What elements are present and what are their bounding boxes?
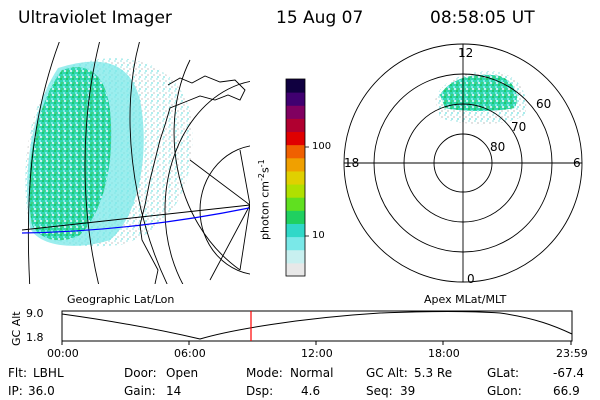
dsp-value: 4.6	[301, 384, 321, 398]
colorbar-cell	[286, 105, 305, 119]
colorbar-unit: photon cm-2s-1	[257, 159, 272, 240]
mlat-70-label: 70	[511, 120, 527, 134]
geographic-label: Geographic Lat/Lon	[67, 293, 175, 306]
geographic-grid	[22, 42, 250, 284]
geographic-map	[22, 42, 250, 284]
colorbar-cell	[286, 92, 305, 106]
glon-value: 66.9	[553, 384, 580, 398]
colorbar-cell	[286, 144, 305, 159]
altitude-plot	[61, 310, 573, 345]
polar-aurora-emission	[440, 74, 517, 111]
gcalt-label: GC Alt:	[366, 366, 408, 380]
door-value: Open	[166, 366, 199, 380]
colorbar-cell	[286, 210, 305, 224]
colorbar-cell	[286, 79, 305, 93]
mlt-6-label: 6	[573, 156, 581, 170]
colorbar-tick-10: 10	[312, 230, 325, 241]
altitude-ytick-high: 9.0	[26, 307, 44, 320]
gcalt-value: 5.3 Re	[414, 366, 453, 380]
flt-value: LBHL	[33, 366, 64, 380]
xtick-2359: 23:59	[556, 347, 588, 360]
mlt-12-label: 12	[458, 46, 474, 60]
colorbar-cell	[286, 249, 305, 264]
ip-label: IP:	[8, 384, 23, 398]
colorbar-cell	[286, 197, 305, 211]
colorbar-cell	[286, 223, 305, 238]
altitude-curve	[61, 311, 573, 340]
colorbar-tick-100: 100	[312, 141, 332, 152]
colorbar-cell	[286, 157, 305, 172]
colorbar-cell	[286, 262, 305, 277]
gain-label: Gain:	[124, 384, 156, 398]
mode-value: Normal	[290, 366, 334, 380]
colorbar	[285, 78, 309, 277]
door-label: Door:	[124, 366, 157, 380]
flt-label: Flt:	[8, 366, 27, 380]
xtick-0600: 06:00	[174, 347, 206, 360]
colorbar-cell	[286, 170, 305, 185]
mlat-60-label: 60	[536, 97, 552, 111]
gain-value: 14	[166, 384, 182, 398]
instrument-title: Ultraviolet Imager	[18, 8, 172, 28]
dsp-label: Dsp:	[246, 384, 274, 398]
colorbar-cell	[286, 236, 305, 251]
apex-label: Apex MLat/MLT	[424, 293, 507, 306]
polar-map	[343, 43, 583, 283]
mlt-0-label: 0	[467, 272, 475, 286]
altitude-ytick-low: 1.8	[26, 331, 44, 344]
seq-value: 39	[400, 384, 416, 398]
polar-grid	[343, 43, 583, 283]
colorbar-cell	[286, 118, 305, 133]
glat-value: -67.4	[553, 366, 585, 380]
coastline	[139, 75, 246, 284]
orbit-track	[22, 207, 250, 234]
mode-label: Mode:	[246, 366, 283, 380]
xtick-0000: 00:00	[47, 347, 79, 360]
ip-value: 36.0	[28, 384, 55, 398]
aurora-emission-region	[29, 67, 112, 241]
mlat-80-label: 80	[490, 140, 506, 154]
date-label: 15 Aug 07	[276, 8, 364, 28]
colorbar-cell	[286, 184, 305, 198]
altitude-ylabel: GC Alt	[10, 311, 23, 346]
colorbar-cell	[286, 131, 305, 146]
xtick-1200: 12:00	[301, 347, 333, 360]
xtick-1800: 18:00	[428, 347, 460, 360]
glon-label: GLon:	[487, 384, 522, 398]
seq-label: Seq:	[366, 384, 393, 398]
glat-label: GLat:	[487, 366, 520, 380]
time-label: 08:58:05 UT	[430, 8, 535, 28]
mlt-18-label: 18	[344, 156, 360, 170]
